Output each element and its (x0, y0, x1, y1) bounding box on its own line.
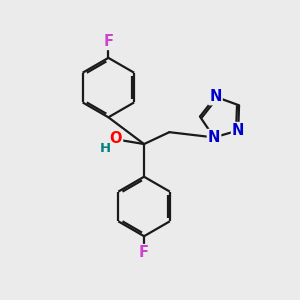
Text: F: F (139, 245, 149, 260)
Text: N: N (209, 89, 222, 104)
Text: H: H (99, 142, 110, 155)
Text: O: O (110, 130, 122, 146)
Text: N: N (232, 123, 244, 138)
Text: F: F (103, 34, 113, 49)
Text: N: N (208, 130, 220, 145)
